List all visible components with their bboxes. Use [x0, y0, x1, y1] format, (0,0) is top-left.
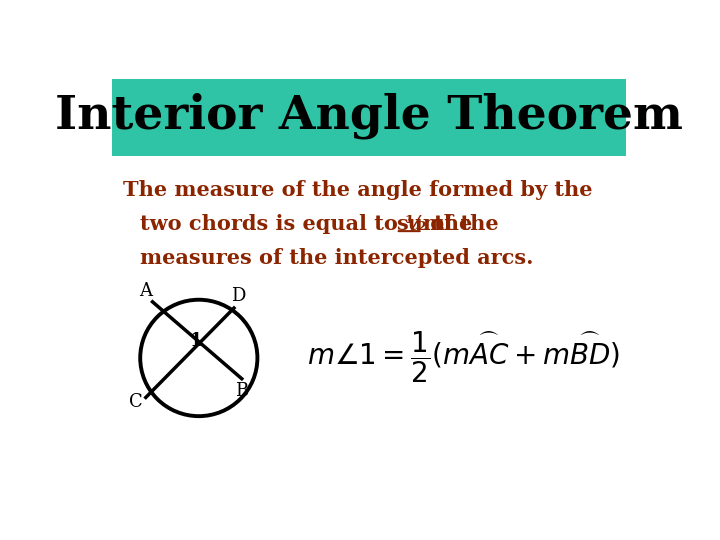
Text: measures of the intercepted arcs.: measures of the intercepted arcs. [140, 248, 534, 268]
Text: of the: of the [423, 214, 498, 234]
Text: B: B [235, 382, 248, 400]
Text: 1: 1 [190, 332, 202, 350]
Text: $m\angle 1 = \dfrac{1}{2}(m\overset{\frown}{AC}+m\overset{\frown}{BD})$: $m\angle 1 = \dfrac{1}{2}(m\overset{\fro… [307, 330, 621, 386]
Text: two chords is equal to ½ the: two chords is equal to ½ the [140, 214, 480, 234]
Text: sum: sum [396, 214, 445, 234]
Text: A: A [139, 281, 153, 300]
Text: D: D [230, 287, 245, 305]
Text: The measure of the angle formed by the: The measure of the angle formed by the [124, 179, 593, 200]
Text: Interior Angle Theorem: Interior Angle Theorem [55, 93, 683, 139]
Text: C: C [129, 394, 143, 411]
FancyBboxPatch shape [112, 79, 626, 156]
